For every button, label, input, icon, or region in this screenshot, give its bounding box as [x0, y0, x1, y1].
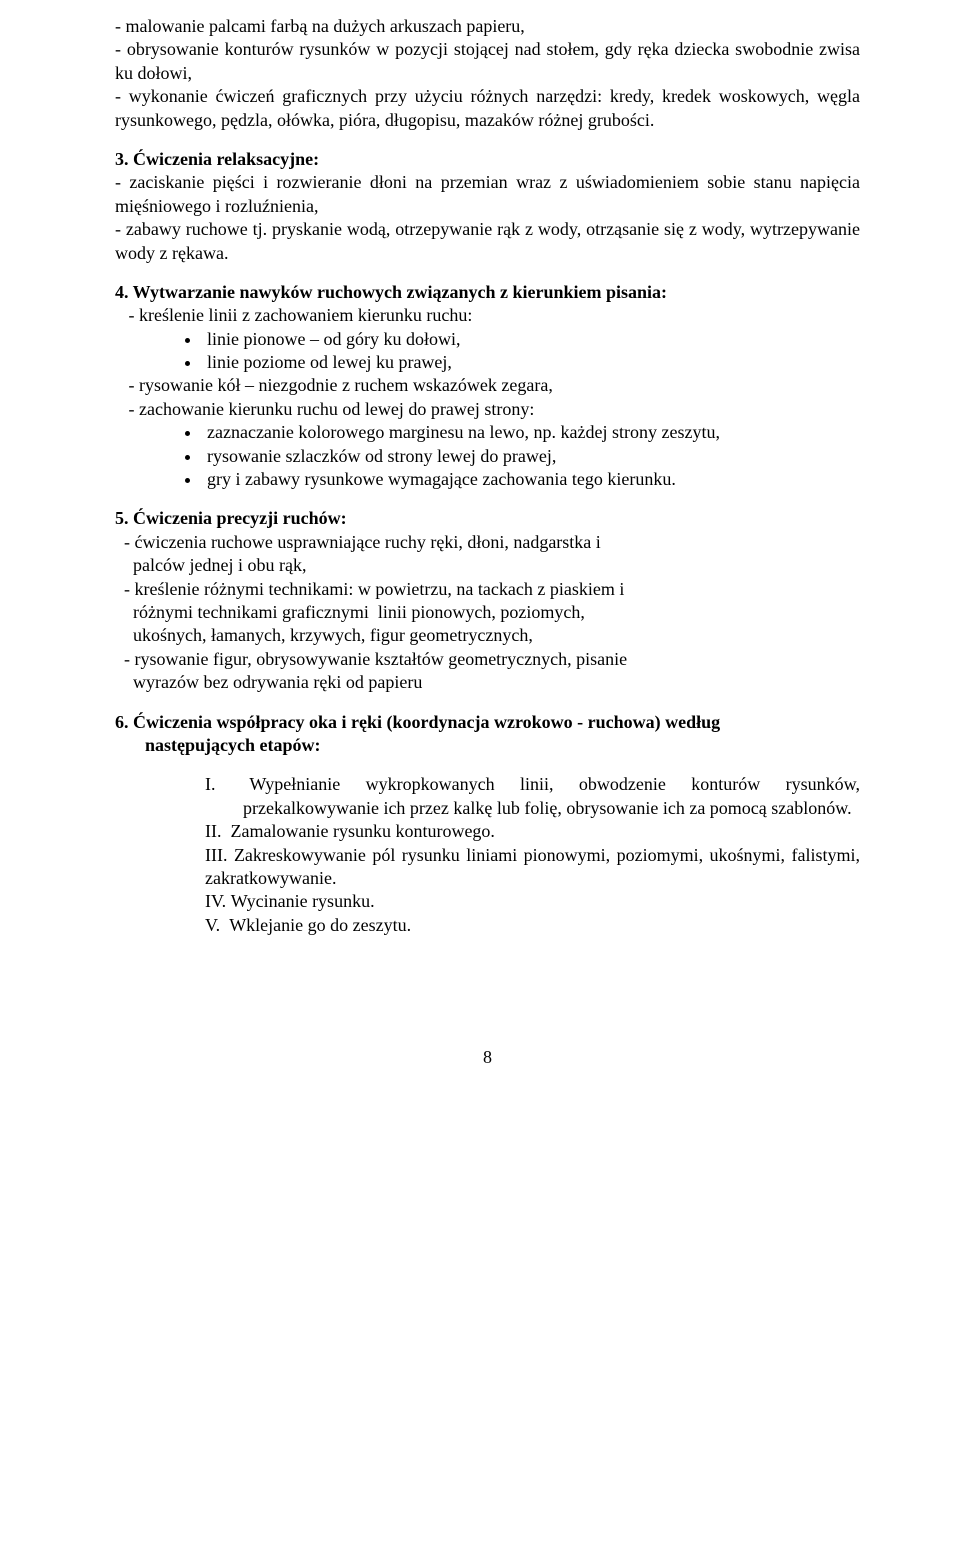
section6-title-line2: następujących etapów: [115, 734, 860, 757]
section4-bullet2-2: rysowanie szlaczków od strony lewej do p… [202, 445, 860, 468]
section6-roman-1-line1: I. Wypełnianie wykropkowanych linii, obw… [145, 773, 860, 796]
section5-line1: - ćwiczenia ruchowe usprawniające ruchy … [115, 531, 860, 554]
section4-title: 4. Wytwarzanie nawyków ruchowych związan… [115, 281, 860, 304]
section6-title-line1: 6. Ćwiczenia współpracy oka i ręki (koor… [115, 711, 860, 734]
section5-line5: ukośnych, łamanych, krzywych, figur geom… [115, 624, 860, 647]
section4-bullets2: zaznaczanie kolorowego marginesu na lewo… [115, 421, 860, 491]
section4-bullet1-1: linie pionowe – od góry ku dołowi, [202, 328, 860, 351]
intro-line-2: - obrysowanie konturów rysunków w pozycj… [115, 38, 860, 85]
section4-line2: - rysowanie kół – niezgodnie z ruchem ws… [115, 374, 860, 397]
section4-bullet2-1: zaznaczanie kolorowego marginesu na lewo… [202, 421, 860, 444]
intro-line-3: - wykonanie ćwiczeń graficznych przy uży… [115, 85, 860, 132]
section6-roman-4: IV. Wycinanie rysunku. [145, 890, 860, 913]
section5-title: 5. Ćwiczenia precyzji ruchów: [115, 507, 860, 530]
section4-bullets1: linie pionowe – od góry ku dołowi, linie… [115, 328, 860, 375]
section5-line3: - kreślenie różnymi technikami: w powiet… [115, 578, 860, 601]
section5-line4: różnymi technikami graficznymi linii pio… [115, 601, 860, 624]
intro-line-1: - malowanie palcami farbą na dużych arku… [115, 15, 860, 38]
section6-roman-5: V. Wklejanie go do zeszytu. [145, 914, 860, 937]
section6-roman-1-line2: przekalkowywanie ich przez kalkę lub fol… [145, 797, 860, 820]
section3-item1: - zaciskanie pięści i rozwieranie dłoni … [115, 171, 860, 218]
section3-title: 3. Ćwiczenia relaksacyjne: [115, 148, 860, 171]
section3-item2: - zabawy ruchowe tj. pryskanie wodą, otr… [115, 218, 860, 265]
section4-bullet1-2: linie poziome od lewej ku prawej, [202, 351, 860, 374]
section5-line6: - rysowanie figur, obrysowywanie kształt… [115, 648, 860, 671]
section4-bullet2-3: gry i zabawy rysunkowe wymagające zachow… [202, 468, 860, 491]
section6-roman-3: III. Zakreskowywanie pól rysunku liniami… [145, 844, 860, 891]
page-number: 8 [115, 1047, 860, 1068]
section5-line7: wyrazów bez odrywania ręki od papieru [115, 671, 860, 694]
section6-roman-list: I. Wypełnianie wykropkowanych linii, obw… [115, 773, 860, 937]
section4-line1: - kreślenie linii z zachowaniem kierunku… [115, 304, 860, 327]
section4-line3: - zachowanie kierunku ruchu od lewej do … [115, 398, 860, 421]
section6-roman-2: II. Zamalowanie rysunku konturowego. [145, 820, 860, 843]
section5-line2: palców jednej i obu rąk, [115, 554, 860, 577]
document-page: - malowanie palcami farbą na dużych arku… [0, 0, 960, 1088]
